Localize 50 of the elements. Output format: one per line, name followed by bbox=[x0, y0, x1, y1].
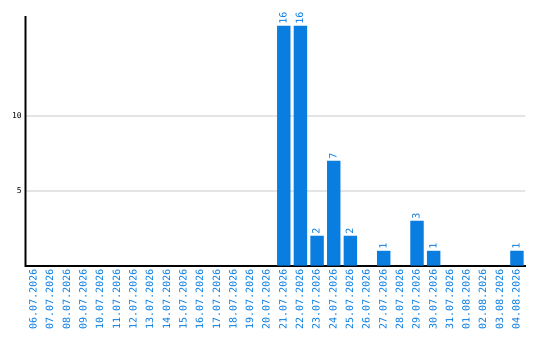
bar bbox=[426, 250, 440, 266]
x-tick-label: 14.07.2026 bbox=[162, 268, 173, 330]
x-tick-label: 28.07.2026 bbox=[394, 268, 406, 330]
x-tick-label: 12.07.2026 bbox=[128, 268, 140, 330]
data-label: 2 bbox=[344, 228, 356, 234]
x-tick-label: 06.07.2026 bbox=[28, 268, 40, 330]
x-tick-label: 26.07.2026 bbox=[362, 268, 373, 330]
x-tick-label: 13.07.2026 bbox=[145, 268, 156, 330]
data-label: 1 bbox=[428, 242, 440, 249]
data-label: 3 bbox=[412, 212, 423, 219]
data-label: 16 bbox=[295, 12, 306, 24]
data-label: 1 bbox=[512, 242, 523, 249]
x-tick-label: 16.07.2026 bbox=[195, 268, 206, 330]
bar bbox=[327, 160, 340, 266]
x-tick-label: 07.07.2026 bbox=[45, 268, 56, 330]
x-tick-label: 29.07.2026 bbox=[412, 268, 423, 330]
x-tick-label: 20.07.2026 bbox=[262, 268, 273, 330]
x-tick-label: 09.07.2026 bbox=[78, 268, 90, 330]
data-label: 7 bbox=[328, 152, 340, 159]
bar bbox=[510, 250, 524, 266]
x-tick-label: 24.07.2026 bbox=[328, 268, 340, 330]
x-tick-label: 03.08.2026 bbox=[494, 268, 506, 330]
bar bbox=[344, 236, 358, 266]
x-tick-label: 01.08.2026 bbox=[462, 268, 473, 330]
bar bbox=[376, 250, 390, 266]
y-tick-label: 10 bbox=[12, 110, 22, 120]
x-tick-label: 23.07.2026 bbox=[312, 268, 323, 330]
x-tick-label: 22.07.2026 bbox=[295, 268, 306, 330]
y-tick-label: 5 bbox=[16, 186, 22, 195]
x-tick-label: 02.08.2026 bbox=[478, 268, 490, 330]
x-tick-label: 17.07.2026 bbox=[212, 268, 223, 330]
bar bbox=[294, 26, 308, 266]
x-tick-label: 31.07.2026 bbox=[444, 268, 456, 330]
x-tick-label: 25.07.2026 bbox=[344, 268, 356, 330]
data-label: 16 bbox=[278, 12, 290, 24]
x-tick-label: 15.07.2026 bbox=[178, 268, 190, 330]
x-tick-label: 08.07.2026 bbox=[62, 268, 73, 330]
data-label: 1 bbox=[378, 242, 390, 249]
x-tick-label: 21.07.2026 bbox=[278, 268, 290, 330]
x-tick-label: 18.07.2026 bbox=[228, 268, 240, 330]
x-tick-label: 30.07.2026 bbox=[428, 268, 440, 330]
bar bbox=[310, 236, 324, 266]
x-tick-label: 27.07.2026 bbox=[378, 268, 390, 330]
x-tick-label: 10.07.2026 bbox=[95, 268, 106, 330]
bar bbox=[410, 220, 424, 266]
bar bbox=[277, 26, 290, 266]
x-tick-label: 19.07.2026 bbox=[245, 268, 256, 330]
x-tick-label: 11.07.2026 bbox=[112, 268, 123, 330]
x-tick-label: 04.08.2026 bbox=[512, 268, 523, 330]
data-label: 2 bbox=[312, 228, 323, 234]
